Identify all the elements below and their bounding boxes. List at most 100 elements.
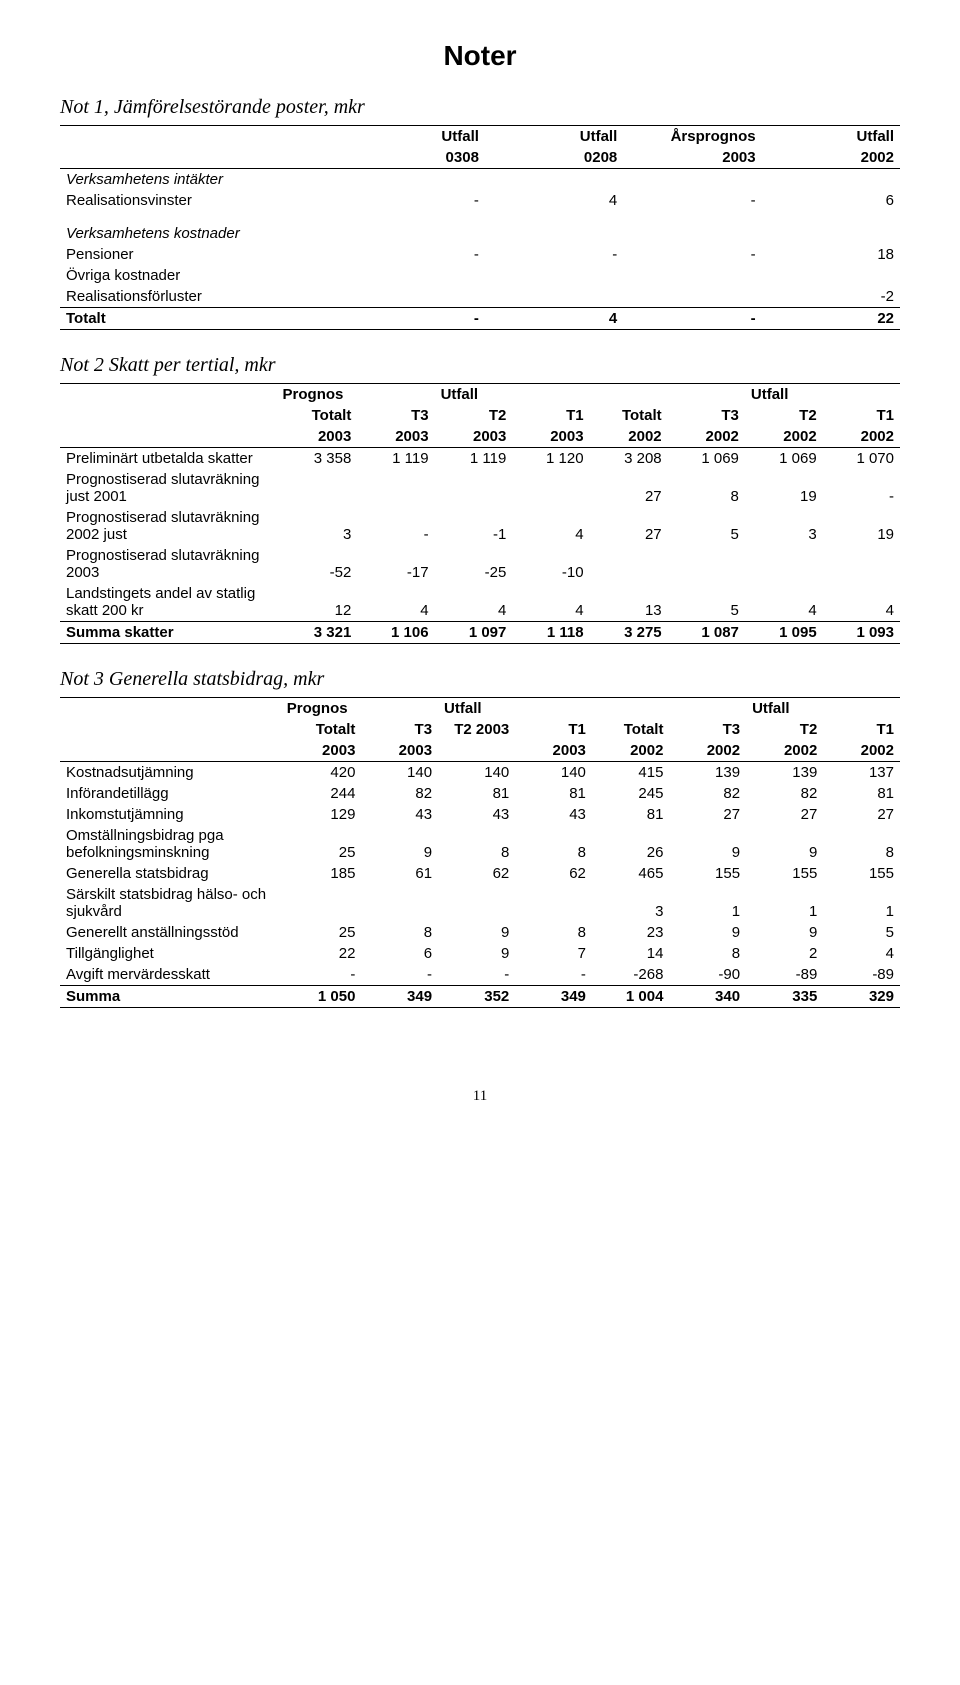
cell: 22 (762, 308, 900, 330)
not2-h-c5: Totalt (590, 405, 668, 426)
cell: 9 (361, 825, 438, 863)
table-row-total: Totalt - 4 - 22 (60, 308, 900, 330)
cell: 25 (281, 922, 362, 943)
cell (435, 469, 513, 507)
cell-label: Tillgänglighet (60, 943, 281, 964)
cell: 43 (361, 804, 438, 825)
cell: 8 (668, 469, 745, 507)
cell (438, 884, 515, 922)
cell-label: Prognostiserad slutavräkning 2003 (60, 545, 277, 583)
cell: 2 (746, 943, 823, 964)
cell: 82 (746, 783, 823, 804)
cell: -25 (435, 545, 513, 583)
cell (357, 469, 434, 507)
not2-h-y3: 2003 (435, 426, 513, 448)
not2-h-c4: T1 (512, 405, 589, 426)
cell: -2 (762, 286, 900, 308)
not2-h-y5: 2002 (590, 426, 668, 448)
cell: 7 (515, 943, 592, 964)
table-row: Prognostiserad slutavräkning 2003 -52 -1… (60, 545, 900, 583)
cell: 4 (823, 943, 900, 964)
cell: 1 004 (592, 986, 670, 1008)
cell: - (485, 244, 623, 265)
cell: 23 (592, 922, 670, 943)
cell: 3 358 (277, 448, 358, 470)
cell: 1 (746, 884, 823, 922)
cell: 9 (438, 943, 515, 964)
not3-h-c4: T1 (515, 719, 592, 740)
not1-h-c4-bot: 2002 (762, 147, 900, 169)
cell: 1 087 (668, 622, 745, 644)
cell-label: Kostnadsutjämning (60, 762, 281, 784)
cell: 9 (438, 922, 515, 943)
cell: 1 119 (435, 448, 513, 470)
cell: - (347, 190, 485, 211)
not2-h-y8: 2002 (823, 426, 900, 448)
cell (623, 265, 761, 286)
cell: 9 (669, 825, 746, 863)
cell: 245 (592, 783, 670, 804)
not1-h-c1-bot: 0308 (347, 147, 485, 169)
table-row: Preliminärt utbetalda skatter 3 358 1 11… (60, 448, 900, 470)
not2-h-c1: Totalt (277, 405, 358, 426)
cell: 3 (277, 507, 358, 545)
cell: 8 (438, 825, 515, 863)
table-row: Prognostiserad slutavräkning just 2001 2… (60, 469, 900, 507)
cell: 137 (823, 762, 900, 784)
cell: 5 (668, 583, 745, 622)
not1-h-c3-bot: 2003 (623, 147, 761, 169)
cell-label: Landstingets andel av statlig skatt 200 … (60, 583, 277, 622)
cell: 352 (438, 986, 515, 1008)
cell: 4 (357, 583, 434, 622)
cell (277, 469, 358, 507)
cell: 244 (281, 783, 362, 804)
cell: 8 (823, 825, 900, 863)
table-row: Verksamhetens intäkter (60, 169, 900, 191)
table-row: Särskilt statsbidrag hälso- och sjukvård… (60, 884, 900, 922)
not3-h-y2: 2003 (361, 740, 438, 762)
cell-label: Summa skatter (60, 622, 277, 644)
cell-label: Realisationsförluster (60, 286, 347, 308)
not2-h-g3: Utfall (745, 384, 823, 406)
cell-label: Pensioner (60, 244, 347, 265)
cell: 27 (823, 804, 900, 825)
not3-h-c8: T1 (823, 719, 900, 740)
cell: 1 106 (357, 622, 434, 644)
table-row: Övriga kostnader (60, 265, 900, 286)
cell: 18 (762, 244, 900, 265)
table-row: Inkomstutjämning 129 43 43 43 81 27 27 2… (60, 804, 900, 825)
cell (745, 545, 823, 583)
table-row: Landstingets andel av statlig skatt 200 … (60, 583, 900, 622)
cell: 14 (592, 943, 670, 964)
cell: 82 (361, 783, 438, 804)
cell: 25 (281, 825, 362, 863)
cell: 5 (823, 922, 900, 943)
cell: 19 (823, 507, 900, 545)
cell: 1 095 (745, 622, 823, 644)
cell: 1 118 (512, 622, 589, 644)
not1-sec2: Verksamhetens kostnader (60, 223, 347, 244)
cell-label: Införandetillägg (60, 783, 281, 804)
not1-h-c3-top: Årsprognos (623, 126, 761, 148)
cell: 1 (823, 884, 900, 922)
cell: 155 (746, 863, 823, 884)
cell: 140 (438, 762, 515, 784)
cell (485, 265, 623, 286)
not3-h-c5: Totalt (592, 719, 670, 740)
not3-h-c1: Totalt (281, 719, 362, 740)
cell: - (623, 308, 761, 330)
cell: 1 050 (281, 986, 362, 1008)
cell (668, 545, 745, 583)
cell: 139 (746, 762, 823, 784)
cell: 8 (669, 943, 746, 964)
cell: 3 208 (590, 448, 668, 470)
cell-label: Avgift mervärdesskatt (60, 964, 281, 986)
not2-table: Prognos Utfall Utfall Totalt T3 T2 T1 To… (60, 383, 900, 644)
cell: 1 097 (435, 622, 513, 644)
cell: 329 (823, 986, 900, 1008)
not1-h-c4-top: Utfall (762, 126, 900, 148)
cell: 81 (592, 804, 670, 825)
table-row-total: Summa 1 050 349 352 349 1 004 340 335 32… (60, 986, 900, 1008)
not1-h-c1-top: Utfall (347, 126, 485, 148)
cell: 1 070 (823, 448, 900, 470)
